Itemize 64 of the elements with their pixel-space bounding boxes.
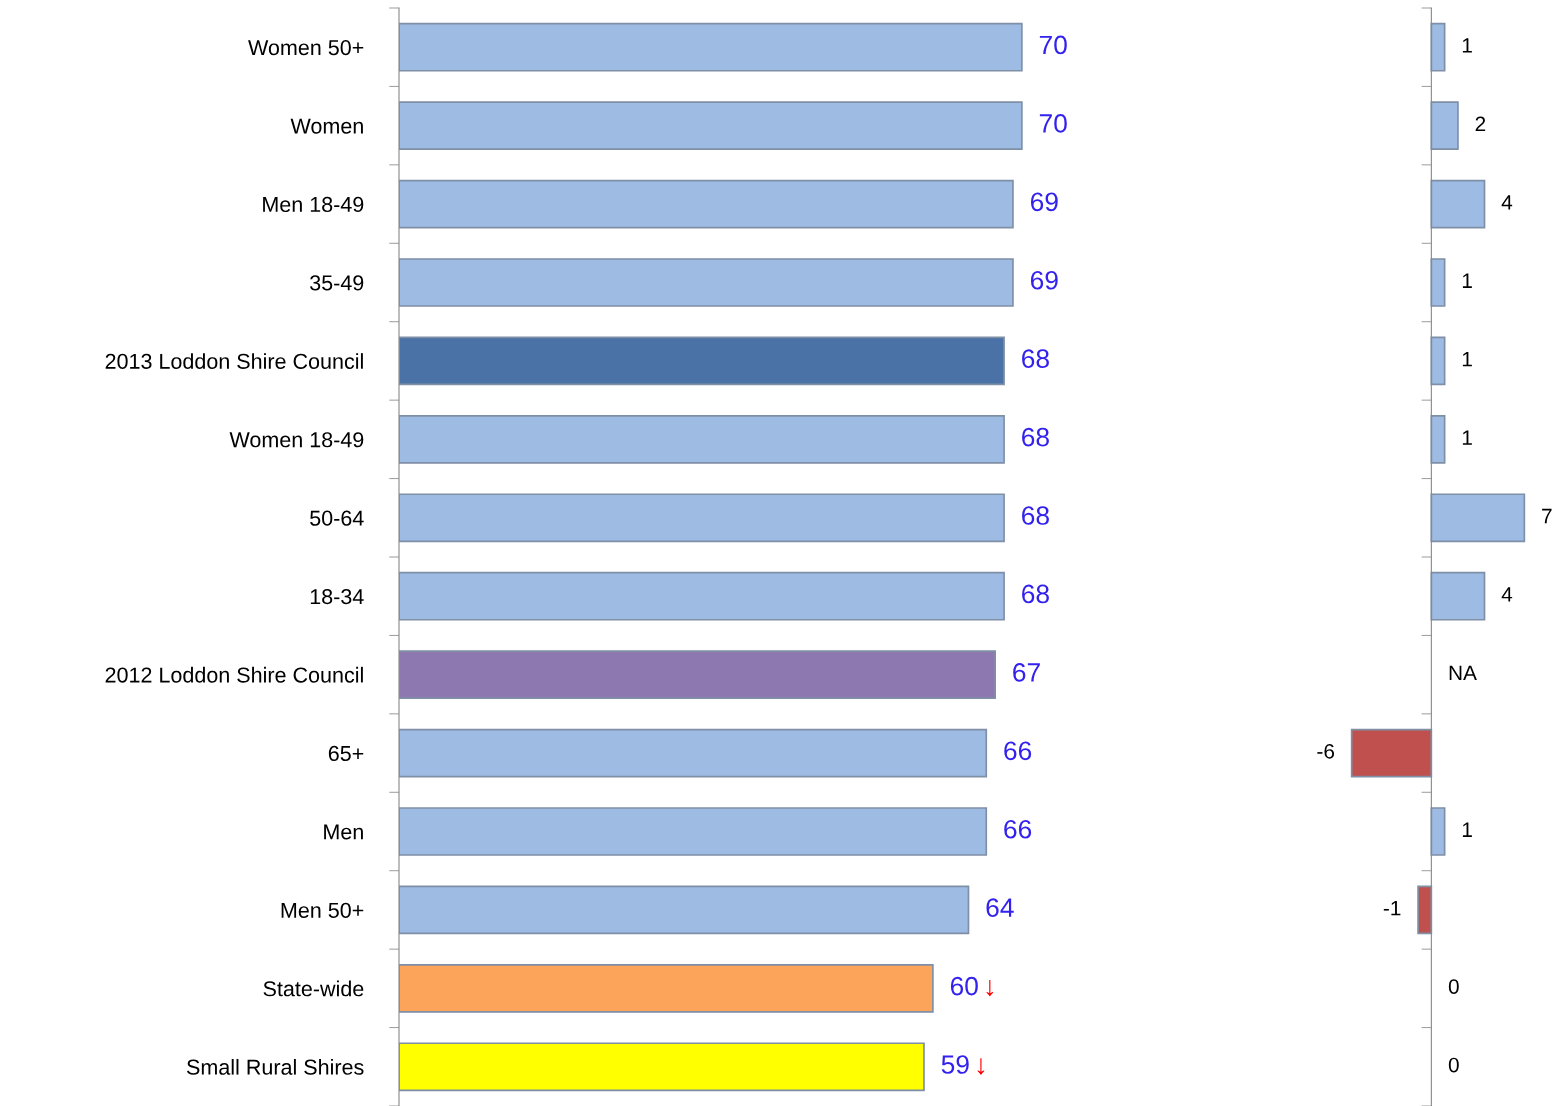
bar (399, 179, 1014, 229)
y-tick-label: Men 50+ (281, 902, 364, 918)
y-tick-label: Women (290, 118, 363, 134)
y-tick-label: Women 18-49 (229, 432, 364, 448)
bar (1430, 493, 1526, 543)
data-label: 1 (1462, 430, 1472, 445)
bar (399, 22, 1023, 72)
y-tick-label: 65+ (328, 745, 364, 762)
data-label: 68 (1022, 506, 1049, 525)
bar (399, 885, 970, 935)
data-label: -1 (1383, 900, 1401, 916)
bar (399, 728, 988, 778)
bar (399, 101, 1023, 151)
data-label: 1 (1462, 38, 1472, 53)
y-tick-label: 50-64 (310, 510, 364, 526)
y-tick-label: State-wide (263, 980, 364, 997)
data-label: 66 (1004, 819, 1032, 839)
data-label: 68 (1022, 427, 1049, 447)
data-label: 7 (1542, 508, 1552, 524)
data-label: 68 (1022, 584, 1049, 604)
bar (399, 571, 1005, 621)
y-tick-label: Men 18-49 (263, 196, 364, 213)
bar (399, 336, 1005, 386)
data-label: 1 (1462, 273, 1472, 288)
bar (399, 493, 1005, 543)
data-label: 1 (1462, 351, 1472, 367)
data-label: 0 (1448, 1057, 1459, 1073)
y-tick-label: Women 50+ (248, 39, 364, 56)
data-label: 0 (1448, 979, 1459, 994)
data-label: 59 (941, 1055, 969, 1074)
y-tick-label: 2012 Loddon Shire Council (105, 666, 363, 683)
bar (399, 963, 934, 1013)
text: NA (1449, 665, 1477, 681)
y-tick-label: Small Rural Shires (187, 1058, 364, 1075)
data-label: 60 (950, 976, 978, 996)
bar (1350, 728, 1433, 778)
bar (1430, 179, 1486, 229)
y-tick-label: Men (324, 824, 363, 840)
data-label: -6 (1317, 743, 1335, 759)
bar (399, 1042, 925, 1092)
data-label: 4 (1501, 195, 1513, 210)
bar (1430, 101, 1459, 151)
bar (399, 807, 988, 856)
bar (1430, 571, 1486, 621)
bar (399, 650, 996, 700)
data-label: 67 (1013, 663, 1040, 682)
annotation: ↓ (986, 979, 994, 997)
data-label: 68 (1022, 349, 1049, 369)
data-label: 64 (986, 898, 1014, 918)
y-tick-label: 2013 Loddon Shire Council (105, 353, 363, 369)
data-label: 69 (1030, 270, 1058, 290)
bar (1417, 885, 1433, 935)
bar (399, 258, 1014, 307)
data-label: 70 (1039, 35, 1067, 55)
y-tick-label: 18-34 (310, 588, 364, 605)
annotation: ↓ (977, 1058, 985, 1075)
data-label: 2 (1475, 116, 1486, 132)
data-label: 66 (1004, 741, 1032, 761)
data-label: 1 (1462, 822, 1472, 837)
bar (399, 414, 1005, 464)
data-label: 70 (1039, 114, 1067, 133)
data-label: 69 (1030, 192, 1058, 212)
data-label: 4 (1501, 587, 1513, 602)
y-tick-label: 35-49 (310, 275, 364, 291)
